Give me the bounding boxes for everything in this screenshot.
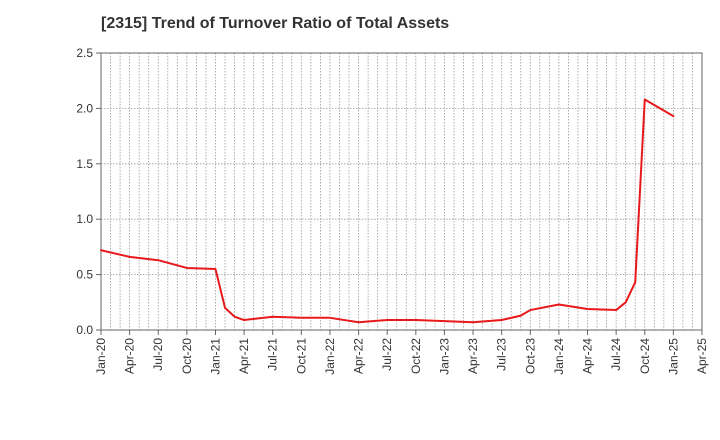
x-tick-label: Jan-20 (94, 338, 108, 375)
y-tick-label: 0.5 (76, 268, 93, 282)
x-tick-label: Apr-23 (466, 338, 480, 374)
y-tick-label: 2.0 (76, 101, 93, 115)
series-line (100, 98, 675, 324)
x-tick-label: Apr-25 (695, 338, 709, 374)
grid-layer (101, 53, 702, 330)
x-tick-label: Jan-21 (208, 338, 222, 375)
x-tick-label: Oct-23 (523, 338, 537, 374)
x-tick-label: Oct-20 (180, 338, 194, 374)
y-tick-label: 2.5 (76, 46, 93, 60)
x-tick-label: Oct-21 (294, 338, 308, 374)
y-tick-label: 1.5 (76, 157, 93, 171)
plot-frame (100, 52, 703, 331)
x-tick-label: Oct-24 (638, 338, 652, 374)
x-tick-label: Jan-24 (552, 338, 566, 375)
chart-title: [2315] Trend of Turnover Ratio of Total … (101, 15, 450, 32)
x-tick-label: Apr-20 (123, 338, 137, 374)
x-tick-label: Jul-23 (495, 338, 509, 371)
x-tick-label: Jan-22 (323, 338, 337, 375)
y-tick-label: 1.0 (76, 212, 93, 226)
x-tick-label: Jul-22 (380, 338, 394, 371)
x-tick-label: Jul-21 (266, 338, 280, 371)
x-tick-label: Apr-21 (237, 338, 251, 374)
x-tick-label: Apr-22 (352, 338, 366, 374)
axis-layer: 0.0 0.5 1.0 1.5 2.0 2.5 Jan-20 Apr-20 Jul-20 Oct-… (76, 46, 709, 375)
x-tick-label: Oct-22 (409, 338, 423, 374)
x-tick-label: Jan-23 (437, 338, 451, 375)
x-tick-label: Apr-24 (581, 338, 595, 374)
y-tick-label: 0.0 (76, 323, 93, 337)
x-tick-label: Jul-20 (151, 338, 165, 371)
x-tick-label: Jan-25 (666, 338, 680, 375)
x-tick-label: Jul-24 (609, 338, 623, 371)
series-layer (100, 98, 675, 324)
